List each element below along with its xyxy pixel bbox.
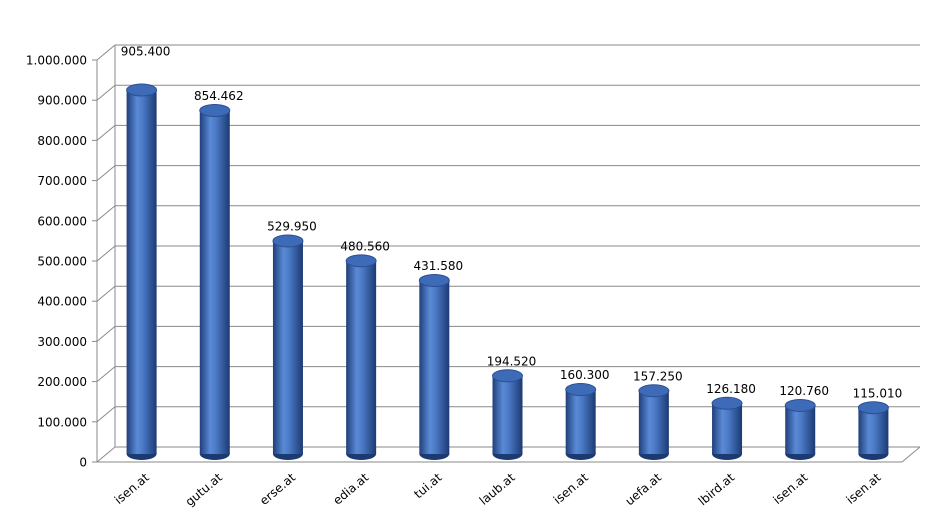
x-tick-label: edia.at	[330, 470, 371, 508]
grid-line	[96, 406, 116, 423]
bar-top	[199, 104, 231, 118]
data-label: 854.462	[194, 89, 244, 103]
data-label: 157.250	[633, 369, 683, 383]
bar	[785, 405, 816, 454]
grid-line	[96, 245, 116, 262]
x-tick-label: isen.at	[551, 470, 591, 507]
data-label: 194.520	[487, 354, 537, 368]
bar-top	[711, 396, 743, 410]
bar	[346, 260, 377, 454]
x-tick-label: tui.at	[411, 470, 444, 501]
bar-top	[857, 401, 889, 415]
data-label: 905.400	[121, 45, 171, 59]
bar-top	[565, 383, 597, 397]
bar	[272, 240, 303, 454]
grid-line	[96, 285, 116, 302]
grid-line	[96, 44, 116, 61]
x-tick-label: isen.at	[844, 470, 884, 507]
x-tick-label: isen.at	[770, 470, 810, 507]
bar-top	[638, 384, 670, 398]
bar-top	[492, 369, 523, 383]
bar-top	[272, 234, 304, 248]
x-tick-label: uefa.at	[623, 470, 665, 508]
y-tick-label: 100.000	[37, 415, 87, 429]
x-tick-label: isen.at	[112, 470, 152, 507]
bar	[858, 407, 889, 454]
y-tick-label: 500.000	[37, 255, 87, 269]
data-label: 480.560	[340, 239, 390, 253]
bar-top	[126, 83, 158, 97]
grid-line	[96, 165, 116, 181]
y-tick-label: 300.000	[37, 335, 87, 349]
bar	[492, 375, 523, 454]
data-label: 126.180	[706, 382, 756, 396]
y-tick-label: 600.000	[37, 214, 87, 228]
bar	[419, 280, 450, 454]
grid-line	[96, 326, 116, 342]
bar-top	[345, 254, 377, 268]
y-tick-label: 0	[79, 456, 87, 470]
bar	[638, 390, 669, 454]
grid-line	[96, 84, 116, 101]
grid-line	[96, 366, 116, 382]
data-label: 115.010	[853, 386, 903, 400]
y-tick-label: 400.000	[37, 295, 87, 309]
bar	[712, 403, 743, 454]
bar	[565, 389, 596, 454]
data-label: 160.300	[560, 368, 610, 382]
x-tick-label: lbird.at	[696, 470, 738, 508]
grid-line	[96, 446, 116, 463]
bar-top	[418, 274, 450, 288]
floor-edge	[901, 446, 921, 463]
bar-top	[784, 398, 816, 412]
bar	[126, 90, 157, 454]
y-tick-label: 700.000	[37, 174, 87, 188]
grid-line	[96, 205, 116, 222]
y-tick-label: 1.000.000	[26, 54, 87, 68]
data-label: 529.950	[267, 219, 317, 233]
y-tick-label: 900.000	[37, 94, 87, 108]
bar	[199, 110, 230, 454]
y-tick-label: 800.000	[37, 134, 87, 148]
data-label: 431.580	[414, 259, 464, 273]
x-tick-label: laub.at	[477, 470, 518, 508]
data-label: 120.760	[779, 384, 829, 398]
grid-line	[96, 125, 116, 141]
x-tick-label: erse.at	[257, 470, 298, 508]
y-tick-label: 200.000	[37, 375, 87, 389]
x-tick-label: gutu.at	[183, 470, 225, 509]
